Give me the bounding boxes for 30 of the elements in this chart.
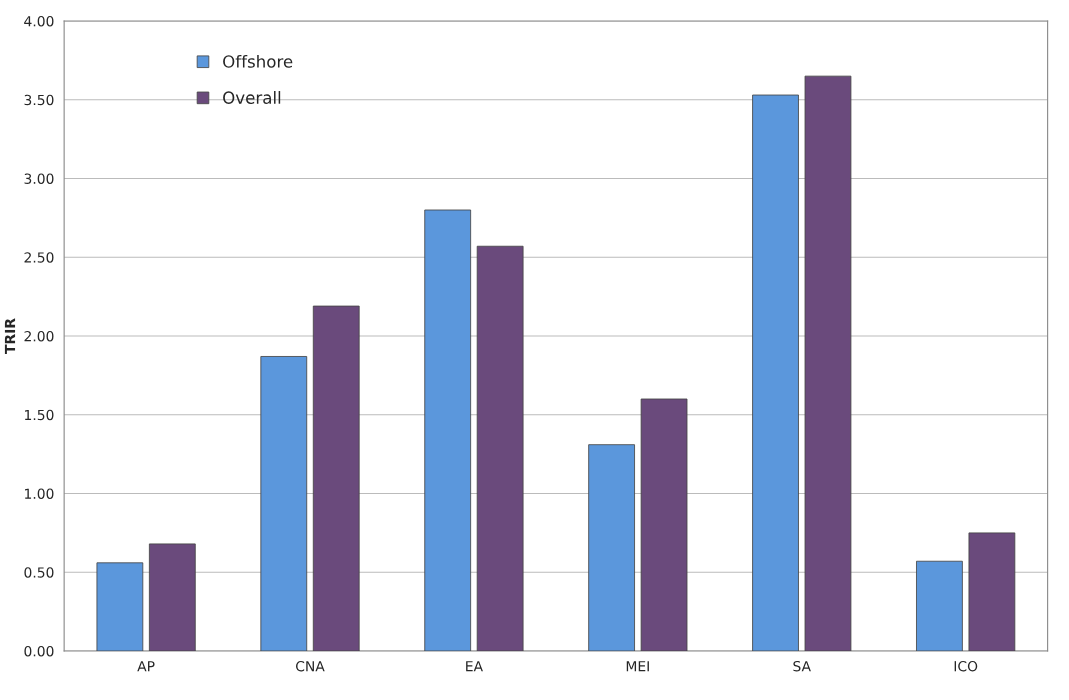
x-tick-label: SA bbox=[793, 660, 811, 672]
bar bbox=[260, 356, 308, 651]
bar bbox=[752, 94, 799, 651]
x-tick-label: AP bbox=[137, 661, 155, 672]
x-tick-label: MEI bbox=[626, 661, 649, 672]
y-tick-label: 1.00 bbox=[25, 488, 54, 499]
legend-label: Offshore bbox=[223, 54, 293, 68]
bar bbox=[968, 532, 1016, 651]
x-tick-label: ICO bbox=[954, 660, 978, 672]
bar bbox=[588, 444, 635, 651]
y-tick-label: 3.50 bbox=[24, 94, 54, 106]
y-tick-label: 3.00 bbox=[24, 173, 54, 184]
bar bbox=[312, 305, 360, 651]
y-tick-label: 2.00 bbox=[24, 330, 54, 342]
bar bbox=[424, 209, 472, 651]
bar bbox=[476, 245, 524, 651]
y-tick-label: 1.50 bbox=[25, 409, 54, 421]
y-axis-title: TRIR bbox=[4, 318, 16, 354]
bar bbox=[640, 398, 688, 651]
y-tick-label: 0.50 bbox=[24, 567, 54, 578]
y-tick-label: 4.00 bbox=[24, 15, 54, 27]
bar bbox=[96, 562, 144, 651]
bar bbox=[916, 560, 963, 651]
x-tick-label: CNA bbox=[295, 660, 325, 672]
y-tick-label: 2.50 bbox=[24, 252, 54, 263]
legend-label: Overall bbox=[223, 91, 281, 104]
y-tick-label: 0.00 bbox=[24, 645, 54, 657]
bar bbox=[148, 543, 196, 651]
x-tick-label: EA bbox=[466, 661, 483, 672]
bar bbox=[804, 75, 852, 651]
